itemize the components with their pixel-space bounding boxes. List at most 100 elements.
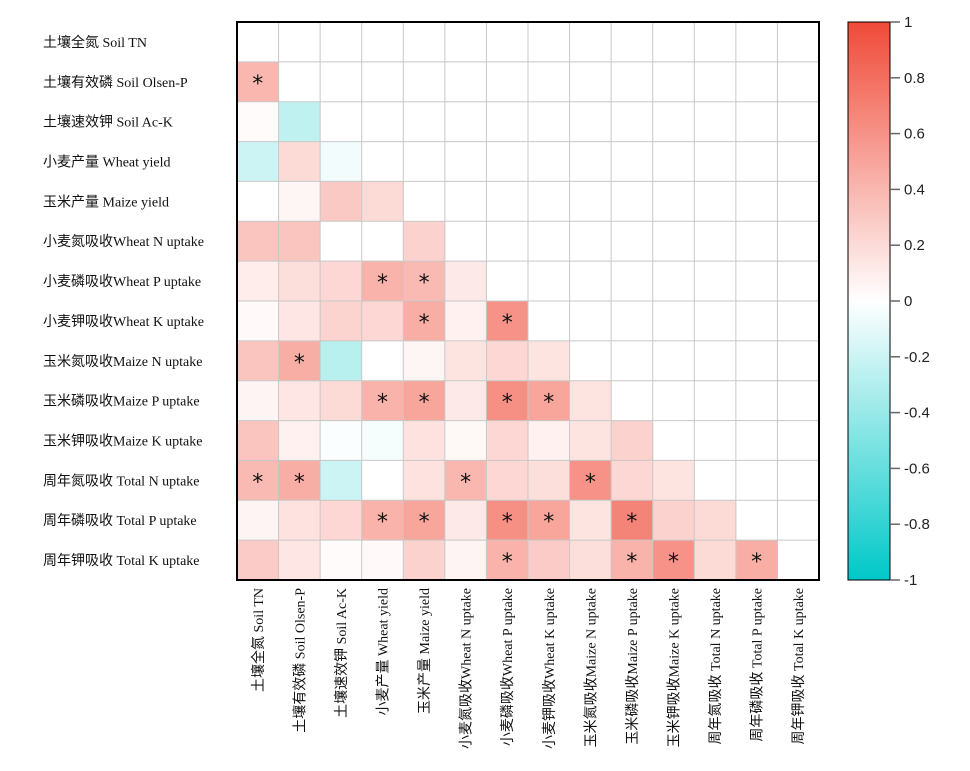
heatmap-cell <box>569 540 612 581</box>
heatmap-cell <box>444 500 487 541</box>
column-label: 玉米产量 Maize yield <box>417 588 433 714</box>
significance-marker: * <box>668 550 679 575</box>
significance-marker: * <box>252 72 263 97</box>
heatmap-cell <box>320 500 363 541</box>
heatmap-cell <box>361 261 404 302</box>
significance-marker: * <box>377 510 388 535</box>
significance-markers: * * * * * * * * * * * * * * * * * * * * * * * <box>252 72 762 575</box>
heatmap-cell <box>444 380 487 422</box>
colorbar-tick-label: -0.8 <box>904 516 930 533</box>
colorbar-tick-label: 0.8 <box>904 70 925 87</box>
heatmap-cell <box>403 340 446 382</box>
plot-frame <box>236 21 820 581</box>
row-label: 周年磷吸收 Total P uptake <box>43 513 197 529</box>
column-label: 玉米钾吸收Maize K uptake <box>667 588 683 747</box>
heatmap-cell <box>278 540 321 581</box>
heatmap-cell <box>278 420 321 461</box>
row-label: 玉米钾吸收Maize K uptake <box>43 434 202 450</box>
significance-marker: * <box>377 391 388 416</box>
heatmap-cell <box>361 301 404 342</box>
heatmap-cell <box>611 460 654 501</box>
heatmap-cell <box>528 460 571 501</box>
colorbar-ticks: 1 0.8 0.6 0.4 0.2 0 -0.2 -0.4 -0.6 -0.8 -1 <box>890 14 930 589</box>
heatmap-cell <box>528 340 571 382</box>
heatmap-cell <box>486 340 529 382</box>
significance-marker: * <box>419 271 430 296</box>
row-label: 小麦氮吸收Wheat N uptake <box>43 234 204 250</box>
heatmap-cell <box>237 301 280 342</box>
heatmap-cell <box>278 181 321 222</box>
heatmap-cell <box>278 221 321 262</box>
colorbar-tick-label: 1 <box>904 14 912 31</box>
heatmap-cell <box>237 181 280 222</box>
heatmap-cell <box>237 380 280 422</box>
heatmap-cell <box>361 221 404 262</box>
row-label: 小麦钾吸收Wheat K uptake <box>43 314 204 330</box>
colorbar-tick-label: 0.2 <box>904 237 925 254</box>
heatmap-cell <box>320 540 363 581</box>
column-label: 玉米氮吸收Maize N uptake <box>583 588 599 747</box>
heatmap-cell <box>320 380 363 422</box>
heatmap-cell <box>237 340 280 382</box>
colorbar: 1 0.8 0.6 0.4 0.2 0 -0.2 -0.4 -0.6 -0.8 -1 <box>847 14 930 589</box>
heatmap-cell <box>486 460 529 501</box>
heatmap-cell <box>403 380 446 422</box>
colorbar-tick-label: -0.2 <box>904 349 930 366</box>
column-label: 小麦产量 Wheat yield <box>376 588 392 716</box>
significance-marker: * <box>419 391 430 416</box>
heatmap-cell <box>403 460 446 501</box>
row-label: 小麦磷吸收Wheat P uptake <box>43 274 201 290</box>
heatmap-cell <box>486 420 529 461</box>
significance-marker: * <box>626 550 637 575</box>
heatmap-cell <box>403 301 446 342</box>
heatmap-cell <box>278 380 321 422</box>
heatmap-cell <box>486 301 529 342</box>
heatmap-cell <box>611 420 654 461</box>
heatmap-cell <box>444 261 487 302</box>
column-label: 周年磷吸收 Total P uptake <box>750 588 766 742</box>
heatmap-cell <box>403 221 446 262</box>
heatmap-cell <box>320 420 363 461</box>
heatmap-cell <box>361 420 404 461</box>
heatmap-cell <box>237 540 280 581</box>
row-label: 土壤有效磷 Soil Olsen-P <box>43 74 188 91</box>
heatmap-cell <box>237 141 280 182</box>
heatmap-cell <box>444 540 487 581</box>
heatmap-cell <box>237 101 280 143</box>
column-label: 土壤全氮 Soil TN <box>250 588 267 692</box>
heatmap-cell <box>444 340 487 382</box>
significance-marker: * <box>626 510 637 535</box>
column-label: 土壤速效钾 Soil Ac-K <box>333 588 350 718</box>
heatmap-cell <box>320 460 363 501</box>
heatmap-cell <box>444 420 487 461</box>
heatmap-cell <box>403 540 446 581</box>
column-labels: 土壤全氮 Soil TN 土壤有效磷 Soil Olsen-P 土壤速效钾 Soil… <box>250 588 807 749</box>
heatmap-cell <box>320 181 363 222</box>
heatmap-cell <box>528 420 571 461</box>
column-label: 小麦氮吸收Wheat N uptake <box>459 588 475 749</box>
significance-marker: * <box>585 470 596 495</box>
column-label: 小麦磷吸收Wheat P uptake <box>500 588 516 746</box>
heatmap-cell <box>611 540 654 581</box>
heatmap-cell <box>278 500 321 541</box>
colorbar-gradient <box>847 21 891 581</box>
heatmap-cell <box>237 420 280 461</box>
heatmap-cell <box>735 540 778 581</box>
heatmap-cell <box>652 540 695 581</box>
colorbar-tick-label: 0.4 <box>904 181 925 198</box>
significance-marker: * <box>543 510 554 535</box>
heatmap-cell <box>237 500 280 541</box>
heatmap-cell <box>528 540 571 581</box>
column-label: 小麦钾吸收Wheat K uptake <box>542 588 558 749</box>
heatmap-cell <box>444 301 487 342</box>
row-label: 周年钾吸收 Total K uptake <box>43 553 200 569</box>
heatmap-cell <box>278 101 321 143</box>
colorbar-tick-label: -0.6 <box>904 460 930 477</box>
heatmap-cell <box>278 261 321 302</box>
heatmap-cell <box>611 500 654 541</box>
colorbar-tick-label: 0 <box>904 293 912 310</box>
column-label: 周年氮吸收 Total N uptake <box>708 588 724 745</box>
significance-marker: * <box>294 351 305 376</box>
heatmap-cell <box>237 61 280 103</box>
